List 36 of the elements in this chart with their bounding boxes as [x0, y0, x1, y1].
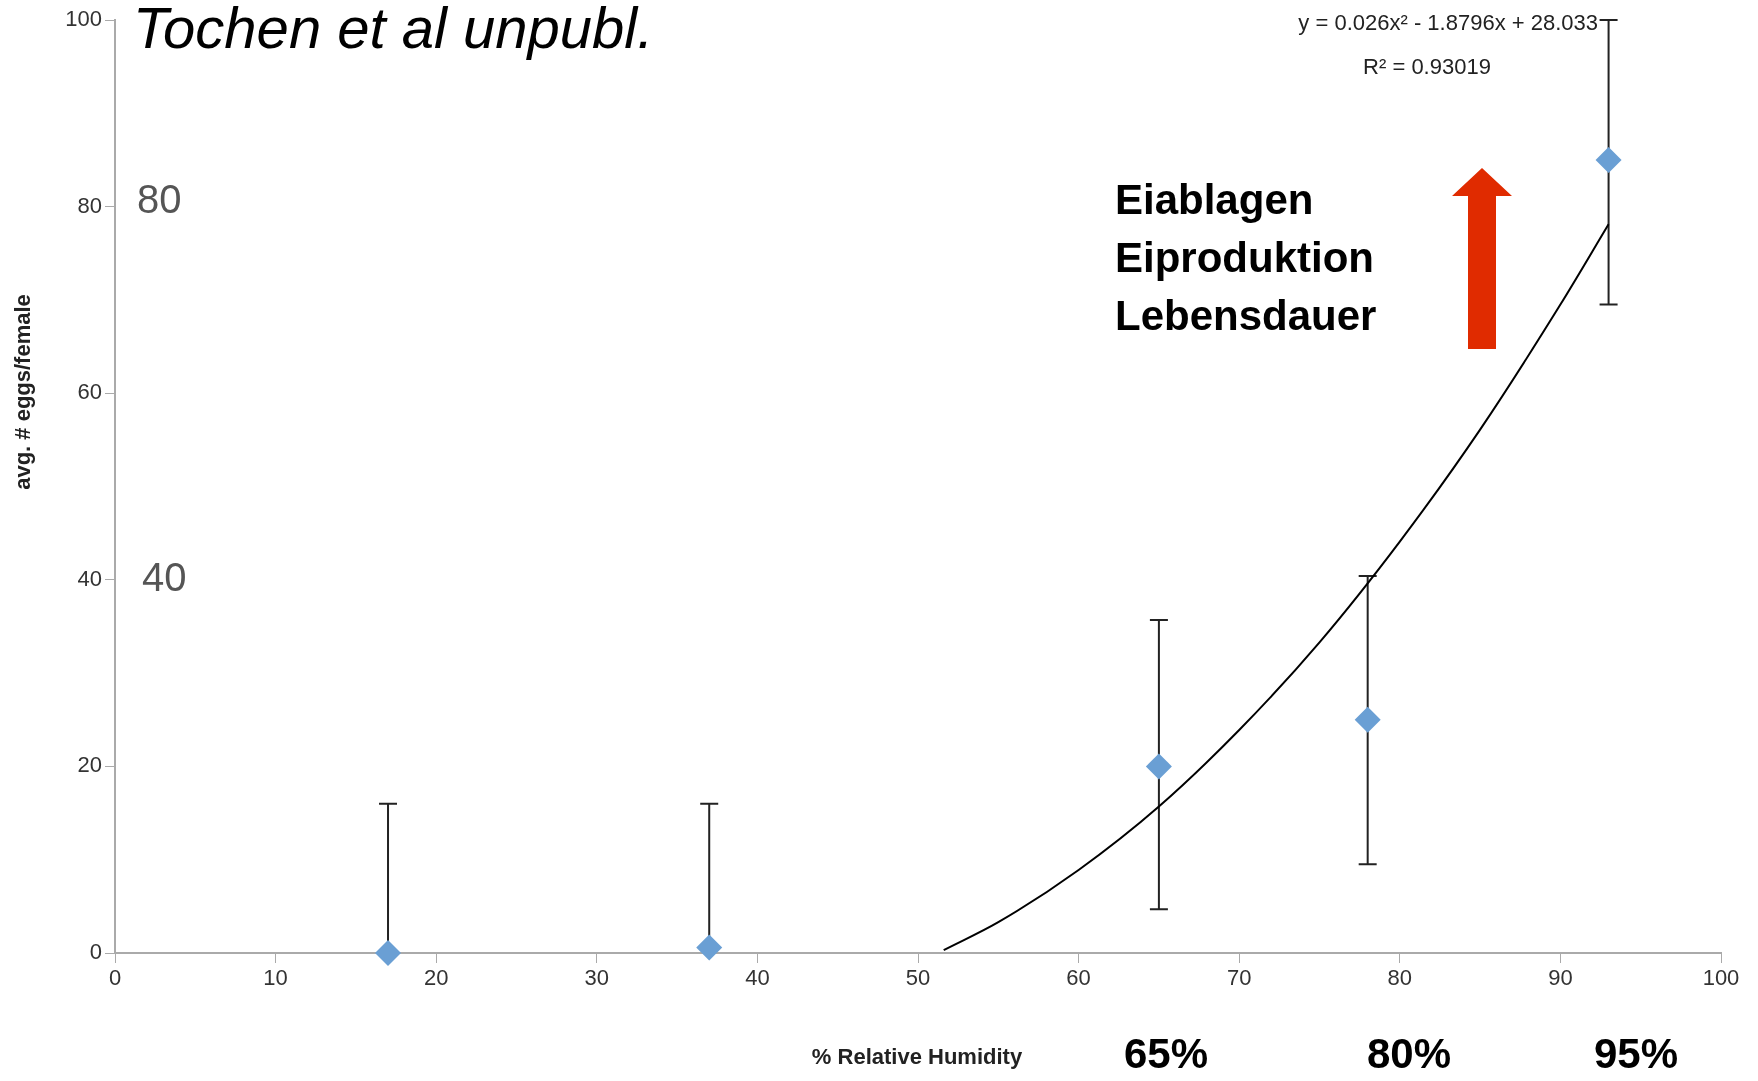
y-tick-label: 40 — [77, 565, 102, 591]
x-tick-label: 70 — [1226, 965, 1252, 991]
annotation: Eiablagen — [1115, 175, 1314, 223]
y-tick-label: 0 — [89, 939, 102, 965]
y-axis-title: avg. # eggs/female — [10, 294, 36, 490]
point — [375, 940, 402, 966]
point — [1354, 706, 1381, 733]
x-tick-label: 90 — [1548, 965, 1573, 991]
point — [1595, 146, 1622, 173]
x-axis-title: % Relative Humidity — [811, 1044, 1023, 1070]
annotation: R² = 0.93019 — [1363, 54, 1491, 80]
line-series — [942, 223, 1610, 952]
annotation: 80 — [137, 177, 182, 222]
x-tick-label: 0 — [108, 965, 122, 991]
x-tick-label: 50 — [905, 965, 931, 991]
x-tick-label: 20 — [423, 965, 449, 991]
annotation: y = 0.026x² - 1.8796x + 28.033 — [1298, 10, 1598, 36]
annotation: Lebensdauer — [1115, 291, 1377, 339]
chart-title: Tochen et al unpubl. — [133, 0, 654, 61]
x-tick-label: 80 — [1387, 965, 1413, 991]
y-tick-label: 100 — [65, 6, 102, 32]
annotation: Eiproduktion — [1115, 233, 1374, 281]
x-tick-label: 60 — [1066, 965, 1091, 991]
y-tick-label: 80 — [77, 192, 102, 218]
text: 80% — [1366, 1029, 1452, 1077]
point — [1145, 753, 1172, 780]
x-tick-label: 40 — [745, 965, 770, 991]
text: 65% — [1123, 1029, 1209, 1077]
annotation: 40 — [142, 555, 187, 600]
x-tick-label: 10 — [263, 965, 288, 991]
x-tick-label: 30 — [584, 965, 610, 991]
y-tick-label: 60 — [77, 379, 102, 405]
text: 95% — [1593, 1029, 1679, 1077]
point — [696, 934, 723, 961]
x-tick-label: 100 — [1702, 965, 1740, 991]
y-tick-label: 20 — [77, 752, 102, 778]
